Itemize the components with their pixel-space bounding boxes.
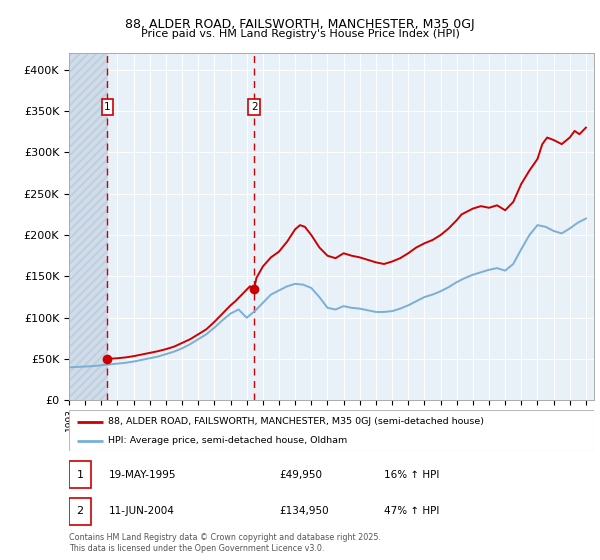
Text: £49,950: £49,950 (279, 470, 322, 479)
Bar (69, 53, 107, 400)
Text: 88, ALDER ROAD, FAILSWORTH, MANCHESTER, M35 0GJ (semi-detached house): 88, ALDER ROAD, FAILSWORTH, MANCHESTER, … (109, 417, 484, 426)
Text: Contains HM Land Registry data © Crown copyright and database right 2025.
This d: Contains HM Land Registry data © Crown c… (69, 533, 381, 553)
Text: 47% ↑ HPI: 47% ↑ HPI (384, 506, 439, 516)
Text: 1: 1 (77, 470, 83, 479)
Text: HPI: Average price, semi-detached house, Oldham: HPI: Average price, semi-detached house,… (109, 436, 347, 445)
FancyBboxPatch shape (69, 498, 91, 525)
Text: 19-MAY-1995: 19-MAY-1995 (109, 470, 176, 479)
FancyBboxPatch shape (69, 410, 594, 451)
Text: 11-JUN-2004: 11-JUN-2004 (109, 506, 174, 516)
Text: 1: 1 (104, 102, 111, 112)
Text: Price paid vs. HM Land Registry's House Price Index (HPI): Price paid vs. HM Land Registry's House … (140, 29, 460, 39)
FancyBboxPatch shape (69, 461, 91, 488)
Text: 2: 2 (76, 506, 83, 516)
Text: 88, ALDER ROAD, FAILSWORTH, MANCHESTER, M35 0GJ: 88, ALDER ROAD, FAILSWORTH, MANCHESTER, … (125, 18, 475, 31)
Text: £134,950: £134,950 (279, 506, 329, 516)
Bar (69, 53, 107, 400)
Text: 16% ↑ HPI: 16% ↑ HPI (384, 470, 439, 479)
Text: 2: 2 (251, 102, 257, 112)
